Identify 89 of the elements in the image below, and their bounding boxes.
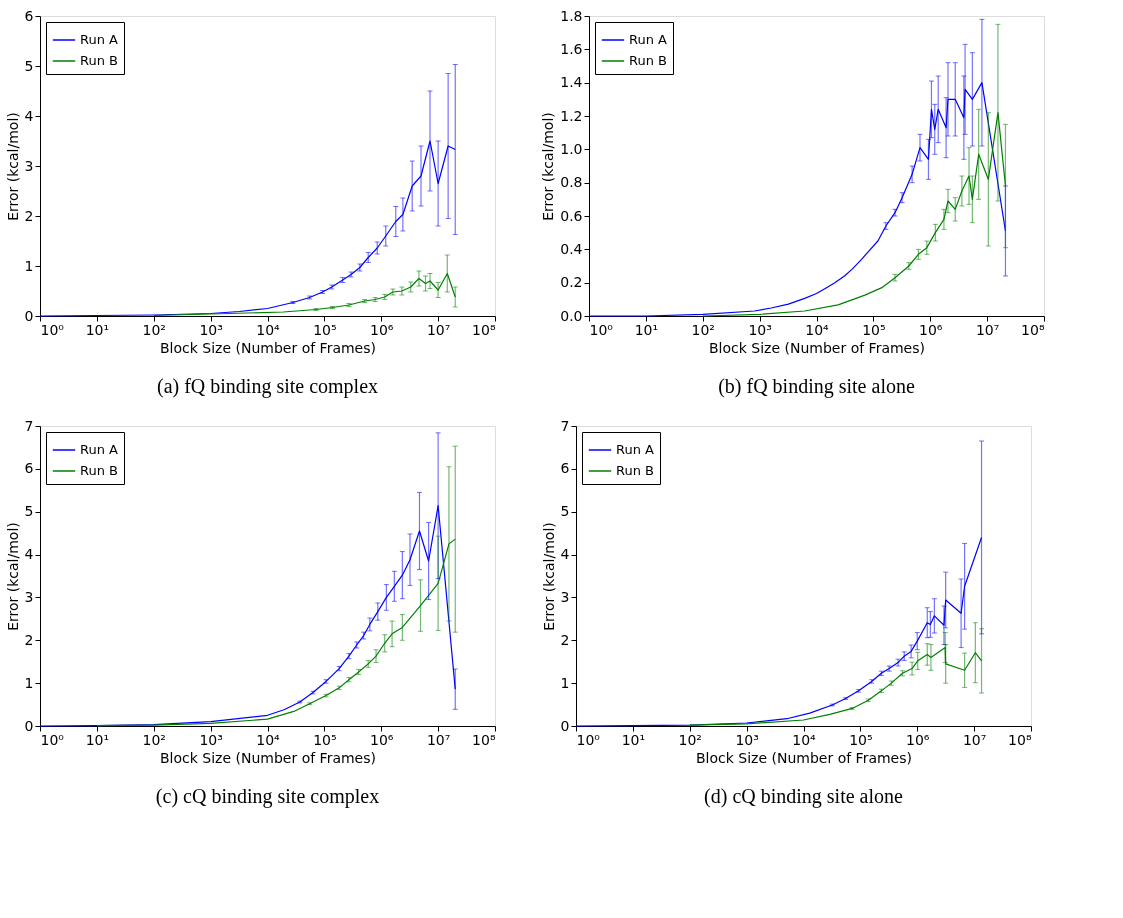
x-tick-label: 10⁰ <box>576 731 601 748</box>
x-tick-label: 10³ <box>735 731 759 748</box>
y-tick-label: 2 <box>560 631 570 648</box>
x-tick-label: 10³ <box>199 731 223 748</box>
y-tick-label: 0.0 <box>560 307 583 324</box>
x-tick-label: 10⁸ <box>472 321 496 338</box>
x-tick-label: 10¹ <box>634 321 659 338</box>
x-axis-title: Block Size (Number of Frames) <box>696 749 912 766</box>
x-tick-label: 10² <box>142 321 166 338</box>
y-tick-label: 0.8 <box>560 174 583 191</box>
y-tick-label: 1.8 <box>560 7 583 24</box>
x-tick-label: 10³ <box>748 321 772 338</box>
x-axis-title: Block Size (Number of Frames) <box>709 339 925 356</box>
y-tick-label: 6 <box>560 460 570 477</box>
y-tick-label: 5 <box>24 57 34 74</box>
y-tick-label: 1 <box>560 674 570 691</box>
x-tick-label: 10⁶ <box>370 731 394 748</box>
x-tick-label: 10⁷ <box>426 731 451 748</box>
legend-label: Run B <box>629 53 667 68</box>
y-axis-title: Error (kcal/mol) <box>4 112 21 221</box>
x-tick-label: 10¹ <box>621 731 646 748</box>
y-tick-label: 0 <box>24 307 34 324</box>
y-tick-label: 7 <box>560 417 570 434</box>
legend-label: Run A <box>80 442 119 457</box>
x-tick-label: 10⁴ <box>792 731 817 748</box>
x-tick-label: 10⁴ <box>805 321 830 338</box>
y-tick-label: 5 <box>560 503 570 520</box>
x-axis-title: Block Size (Number of Frames) <box>160 339 376 356</box>
y-tick-label: 4 <box>560 546 570 563</box>
x-tick-label: 10³ <box>199 321 223 338</box>
legend-label: Run B <box>80 463 118 478</box>
x-tick-label: 10⁴ <box>256 731 281 748</box>
x-tick-label: 10⁵ <box>862 321 886 338</box>
x-tick-label: 10¹ <box>85 731 110 748</box>
x-tick-label: 10⁴ <box>256 321 281 338</box>
x-tick-label: 10⁸ <box>472 731 496 748</box>
text: (b) fQ binding site alone <box>718 375 915 398</box>
x-tick-label: 10⁰ <box>589 321 614 338</box>
x-tick-label: 10⁷ <box>975 321 1000 338</box>
y-tick-label: 5 <box>24 503 34 520</box>
y-tick-label: 0.6 <box>560 207 583 224</box>
y-tick-label: 0.2 <box>560 274 583 291</box>
y-axis-title: Error (kcal/mol) <box>540 112 557 221</box>
y-tick-label: 1.4 <box>560 74 583 91</box>
y-tick-label: 6 <box>24 460 34 477</box>
x-tick-label: 10⁵ <box>313 321 337 338</box>
y-tick-label: 1 <box>24 257 34 274</box>
y-tick-label: 3 <box>560 588 570 605</box>
x-tick-label: 10⁰ <box>40 731 65 748</box>
legend-label: Run A <box>80 32 119 47</box>
legend-label: Run B <box>80 53 118 68</box>
x-tick-label: 10⁸ <box>1008 731 1032 748</box>
y-tick-label: 3 <box>24 157 34 174</box>
y-axis-title: Error (kcal/mol) <box>4 522 21 631</box>
y-tick-label: 1.6 <box>560 40 583 57</box>
text: (a) fQ binding site complex <box>156 375 379 398</box>
x-axis-title: Block Size (Number of Frames) <box>160 749 376 766</box>
x-tick-label: 10⁶ <box>370 321 394 338</box>
y-tick-label: 1 <box>24 674 34 691</box>
x-tick-label: 10² <box>678 731 702 748</box>
y-tick-label: 1.2 <box>560 107 583 124</box>
y-tick-label: 3 <box>24 588 34 605</box>
x-tick-label: 10⁸ <box>1021 321 1045 338</box>
y-tick-label: 0.4 <box>560 240 583 257</box>
x-tick-label: 10⁶ <box>919 321 943 338</box>
legend-label: Run B <box>616 463 654 478</box>
y-tick-label: 2 <box>24 631 34 648</box>
legend-label: Run A <box>629 32 668 47</box>
x-tick-label: 10¹ <box>85 321 110 338</box>
y-axis-title: Error (kcal/mol) <box>540 522 557 631</box>
y-tick-label: 0 <box>560 717 570 734</box>
text: (d) cQ binding site alone <box>704 785 904 808</box>
y-tick-label: 1.0 <box>560 140 583 157</box>
y-tick-label: 2 <box>24 207 34 224</box>
x-tick-label: 10² <box>691 321 715 338</box>
y-tick-label: 0 <box>24 717 34 734</box>
y-tick-label: 4 <box>24 107 34 124</box>
x-tick-label: 10⁰ <box>40 321 65 338</box>
y-tick-label: 6 <box>24 7 34 24</box>
x-tick-label: 10⁵ <box>849 731 873 748</box>
x-tick-label: 10⁷ <box>426 321 451 338</box>
x-tick-label: 10⁶ <box>906 731 930 748</box>
y-tick-label: 4 <box>24 546 34 563</box>
x-tick-label: 10² <box>142 731 166 748</box>
x-tick-label: 10⁷ <box>962 731 987 748</box>
legend-label: Run A <box>616 442 655 457</box>
text: (c) cQ binding site complex <box>155 785 380 808</box>
y-tick-label: 7 <box>24 417 34 434</box>
x-tick-label: 10⁵ <box>313 731 337 748</box>
